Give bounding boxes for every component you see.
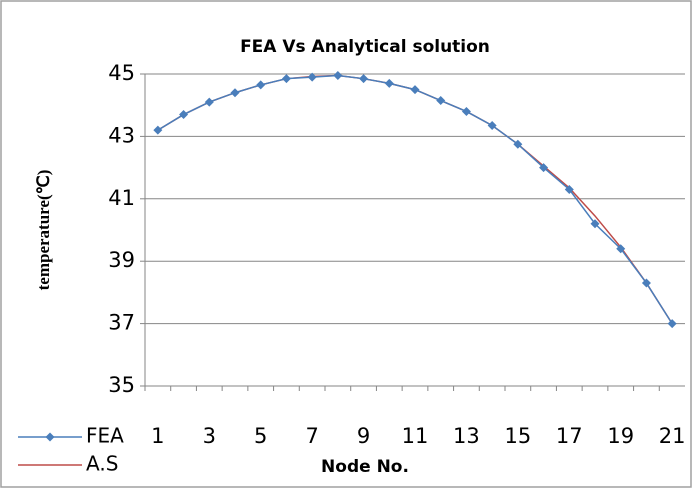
data-point [410,85,420,95]
y-tick-label: 37 [108,311,135,335]
data-point [359,74,369,84]
x-tick-label: 1 [151,424,164,448]
data-point [436,96,446,106]
x-axis-label: Node No. [321,457,409,477]
data-point [641,278,651,288]
data-point [204,97,214,107]
data-point [384,78,394,88]
data-point [256,80,266,90]
y-tick-label: 43 [108,123,135,147]
x-tick-label: 11 [402,424,429,448]
x-tick-label: 5 [254,424,267,448]
x-tick-label: 3 [203,424,216,448]
y-tick-label: 39 [108,248,135,272]
data-point [487,120,497,130]
data-point [307,72,317,82]
data-point [513,139,523,149]
data-point [333,71,343,81]
y-tick-label: 41 [108,186,135,210]
data-point [153,125,163,135]
y-axis-label: temperature(℃) [34,170,53,291]
data-point [281,74,291,84]
data-point [179,110,189,120]
data-point [616,244,626,254]
x-tick-label: 17 [556,424,583,448]
y-tick-label: 35 [108,373,135,397]
x-tick-label: 21 [659,424,686,448]
x-tick-label: 7 [305,424,318,448]
data-point [667,319,677,329]
y-tick-label: 45 [108,61,135,85]
legend-marker [45,432,55,442]
legend-label: A.S [86,452,118,476]
chart-title: FEA Vs Analytical solution [240,37,490,57]
x-tick-label: 9 [357,424,370,448]
x-tick-label: 19 [607,424,634,448]
data-point [564,184,574,194]
data-point [230,88,240,98]
data-point [461,106,471,116]
x-tick-label: 13 [453,424,480,448]
data-point [590,219,600,229]
data-point [539,163,549,173]
legend-label: FEA [86,424,124,448]
x-tick-label: 15 [504,424,531,448]
